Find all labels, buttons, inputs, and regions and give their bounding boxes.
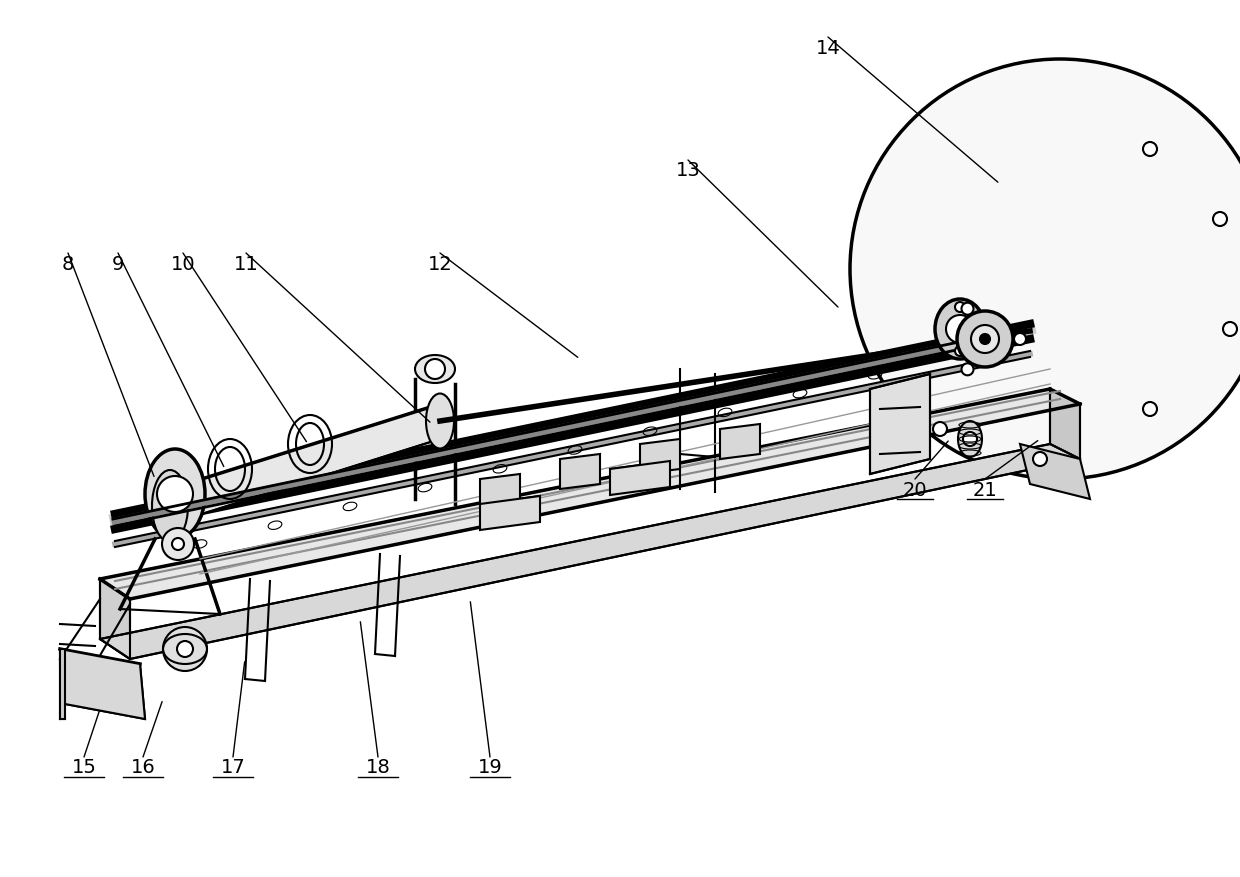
Circle shape [980, 335, 990, 345]
Polygon shape [100, 389, 1080, 599]
Ellipse shape [959, 422, 982, 458]
Polygon shape [480, 496, 539, 531]
Polygon shape [720, 424, 760, 460]
Circle shape [946, 316, 973, 344]
Text: 21: 21 [972, 480, 997, 499]
Circle shape [157, 476, 193, 512]
Polygon shape [560, 454, 600, 489]
Circle shape [162, 627, 207, 671]
Text: 17: 17 [221, 758, 246, 777]
Ellipse shape [153, 470, 188, 542]
Polygon shape [60, 649, 64, 719]
Circle shape [957, 311, 1013, 367]
Circle shape [963, 432, 977, 446]
Ellipse shape [427, 394, 454, 449]
Text: 9: 9 [112, 254, 124, 274]
Polygon shape [610, 461, 670, 496]
Polygon shape [170, 404, 440, 524]
Text: 14: 14 [816, 39, 841, 57]
Circle shape [162, 529, 193, 560]
Text: 8: 8 [62, 254, 74, 274]
Circle shape [172, 538, 184, 551]
Polygon shape [100, 580, 130, 660]
Polygon shape [1050, 389, 1080, 460]
Circle shape [955, 346, 965, 357]
Text: 19: 19 [477, 758, 502, 777]
Text: 10: 10 [171, 254, 196, 274]
Circle shape [1223, 323, 1238, 337]
Ellipse shape [415, 355, 455, 383]
Text: 13: 13 [676, 161, 701, 181]
Text: 11: 11 [233, 254, 258, 274]
Circle shape [1143, 143, 1157, 157]
Polygon shape [1021, 445, 1090, 499]
Circle shape [1014, 333, 1025, 346]
Circle shape [425, 360, 445, 380]
Circle shape [971, 325, 999, 353]
Circle shape [849, 60, 1240, 480]
Circle shape [1033, 453, 1047, 467]
Circle shape [932, 423, 947, 437]
Text: 12: 12 [428, 254, 453, 274]
Circle shape [961, 364, 973, 376]
Circle shape [177, 641, 193, 657]
Text: 15: 15 [72, 758, 97, 777]
Circle shape [1213, 213, 1228, 227]
Text: 18: 18 [366, 758, 391, 777]
Text: 16: 16 [130, 758, 155, 777]
Circle shape [961, 303, 973, 316]
Text: 20: 20 [903, 480, 928, 499]
Polygon shape [640, 439, 680, 474]
Ellipse shape [145, 450, 205, 539]
Polygon shape [870, 374, 930, 474]
Polygon shape [100, 445, 1080, 660]
Polygon shape [60, 649, 145, 719]
Ellipse shape [935, 300, 985, 360]
Circle shape [1143, 403, 1157, 417]
Circle shape [955, 303, 965, 312]
Polygon shape [480, 474, 520, 510]
